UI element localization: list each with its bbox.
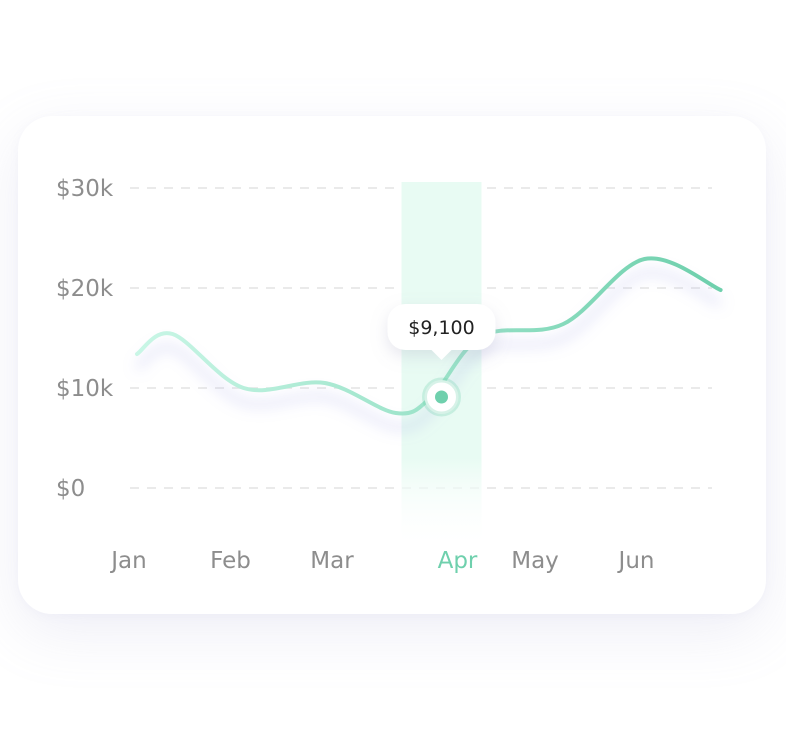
tooltip-arrow — [430, 349, 453, 360]
x-tick-label: Apr — [438, 548, 478, 574]
y-axis: $0 $10k $20k $30k — [56, 176, 114, 502]
x-axis: Jan Feb Mar Apr May Jun — [109, 548, 654, 574]
highlight-band — [401, 182, 482, 550]
y-tick-label: $10k — [56, 376, 114, 402]
x-tick-label: Jan — [109, 548, 146, 574]
y-tick-label: $30k — [56, 176, 114, 202]
highlight-point[interactable] — [435, 390, 448, 404]
y-tick-label: $0 — [56, 476, 85, 502]
x-tick-label: May — [511, 548, 559, 574]
x-tick-label: Mar — [310, 548, 354, 574]
tooltip: $9,100 — [387, 304, 496, 360]
y-tick-label: $20k — [56, 276, 114, 302]
tooltip-value: $9,100 — [408, 317, 474, 339]
tooltip-background — [387, 304, 496, 350]
x-tick-label: Jun — [617, 548, 655, 574]
series-line-shadow — [135, 269, 722, 431]
series-line — [135, 256, 723, 416]
x-tick-label: Feb — [210, 548, 251, 574]
